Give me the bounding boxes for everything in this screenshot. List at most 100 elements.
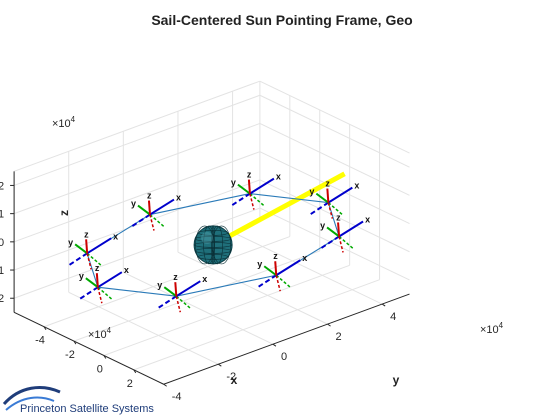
triad-neg-x-axis xyxy=(66,252,88,268)
triad-neg-x-axis xyxy=(155,295,177,311)
frame-triad: x y z xyxy=(129,191,181,231)
triad-y-label: y xyxy=(68,237,73,247)
triad-neg-y-axis xyxy=(275,274,291,288)
triad-y-axis xyxy=(163,286,177,297)
triad-y-label: y xyxy=(257,259,262,269)
y-tick-label: 0 xyxy=(281,351,287,363)
triad-y-axis xyxy=(326,226,340,238)
x-tick-mark xyxy=(133,369,137,374)
triad-y-axis xyxy=(263,265,277,277)
y-tick-label: -4 xyxy=(172,391,182,403)
triad-neg-y-axis xyxy=(327,202,343,216)
side-wall-gridline xyxy=(259,151,410,225)
logo-swoosh-accent-icon xyxy=(5,396,55,411)
triad-x-axis xyxy=(327,186,353,204)
y-tick-mark xyxy=(381,303,386,307)
triad-neg-y-axis xyxy=(249,193,265,207)
triad-y-label: y xyxy=(157,280,162,290)
triad-neg-y-axis xyxy=(338,235,354,250)
x-tick-label: -2 xyxy=(65,349,75,361)
z-axis-exponent: ×104 xyxy=(52,115,76,130)
triad-x-label: x xyxy=(354,181,359,191)
back-wall-gridline xyxy=(13,207,261,299)
triad-neg-z-axis xyxy=(175,296,182,313)
z-tick-label: 1 xyxy=(0,209,4,221)
earth-meridian xyxy=(211,225,223,265)
floor-gridline xyxy=(103,264,350,356)
frame-triad: x y z xyxy=(66,229,118,270)
floor-gridline xyxy=(68,291,219,365)
z-tick-label: 0 xyxy=(0,237,4,249)
triad-neg-x-axis xyxy=(318,235,340,251)
floor-gridline xyxy=(123,271,274,345)
x-tick-label: 2 xyxy=(127,378,133,390)
triad-neg-y-axis xyxy=(97,286,113,300)
triad-y-label: y xyxy=(231,178,236,188)
triad-neg-y-axis xyxy=(86,252,102,266)
floor-gridline xyxy=(177,251,328,325)
chart-title: Sail-Centered Sun Pointing Frame, Geo xyxy=(151,12,412,28)
y-axis-line xyxy=(163,293,410,385)
x-tick-mark xyxy=(103,355,107,359)
z-tick-label: -1 xyxy=(0,265,4,277)
triad-y-label: y xyxy=(320,220,325,230)
triad-neg-z-axis xyxy=(249,193,255,210)
triad-x-axis xyxy=(97,271,123,289)
back-wall-gridline xyxy=(13,151,261,243)
y-tick-mark xyxy=(272,343,277,347)
triad-z-axis xyxy=(247,179,251,194)
triad-z-label: z xyxy=(84,229,89,239)
triad-z-axis xyxy=(337,222,341,237)
box-edge xyxy=(13,80,261,172)
side-wall-gridline xyxy=(259,94,410,168)
side-wall-gridline xyxy=(259,207,410,281)
triad-y-label: y xyxy=(309,187,314,197)
triad-x-label: x xyxy=(365,214,370,224)
earth-highlight xyxy=(201,231,214,244)
triad-x-label: x xyxy=(302,253,307,263)
triad-neg-y-axis xyxy=(149,213,165,228)
triad-z-axis xyxy=(174,282,178,297)
triad-z-label: z xyxy=(273,251,278,261)
earth-meridian xyxy=(211,225,215,265)
triad-x-axis xyxy=(275,259,301,277)
earth-meridian xyxy=(195,225,215,265)
triad-neg-z-axis xyxy=(327,202,334,219)
side-wall-gridline xyxy=(259,123,410,196)
y-tick-mark xyxy=(218,363,222,367)
y-tick-label: 4 xyxy=(390,311,396,323)
triad-x-label: x xyxy=(202,274,207,284)
triad-z-label: z xyxy=(336,212,341,222)
triad-x-axis xyxy=(338,220,364,238)
triad-neg-y-axis xyxy=(175,295,191,309)
triad-z-axis xyxy=(85,239,89,254)
side-wall-gridline xyxy=(259,179,410,253)
triad-z-axis xyxy=(95,273,99,288)
earth-latitude xyxy=(198,230,229,236)
frame-triad: x y z xyxy=(155,272,207,313)
triad-z-axis xyxy=(274,261,278,276)
z-tick-label: -2 xyxy=(0,293,4,305)
x-axis-line xyxy=(13,311,164,385)
grid-layer xyxy=(13,80,410,385)
triad-z-label: z xyxy=(173,272,178,282)
x-axis-exponent: ×104 xyxy=(88,326,112,341)
triad-neg-z-axis xyxy=(338,236,344,253)
back-wall-gridline xyxy=(13,122,261,215)
triad-neg-z-axis xyxy=(86,253,92,270)
floor-gridline xyxy=(133,279,380,371)
triad-y-axis xyxy=(74,243,88,255)
data-layer: x y z x y z x y z x y z x y z x y z x y z x y z xyxy=(66,170,370,313)
floor-gridline xyxy=(73,250,320,342)
x-tick-mark xyxy=(73,340,77,345)
earth-meridian xyxy=(212,225,232,265)
logo-swoosh-icon xyxy=(2,386,61,406)
triad-x-axis xyxy=(149,198,175,216)
tick-layer: -4 -2 0 2 -4 -2 0 2 4 -2 -1 0 1 2 xyxy=(0,180,396,403)
earth-latitude xyxy=(198,254,229,260)
triad-z-axis xyxy=(326,188,330,203)
triad-neg-x-axis xyxy=(129,213,151,229)
frame-triad: x y z xyxy=(307,179,359,219)
frame-triad: x y z xyxy=(77,263,129,304)
